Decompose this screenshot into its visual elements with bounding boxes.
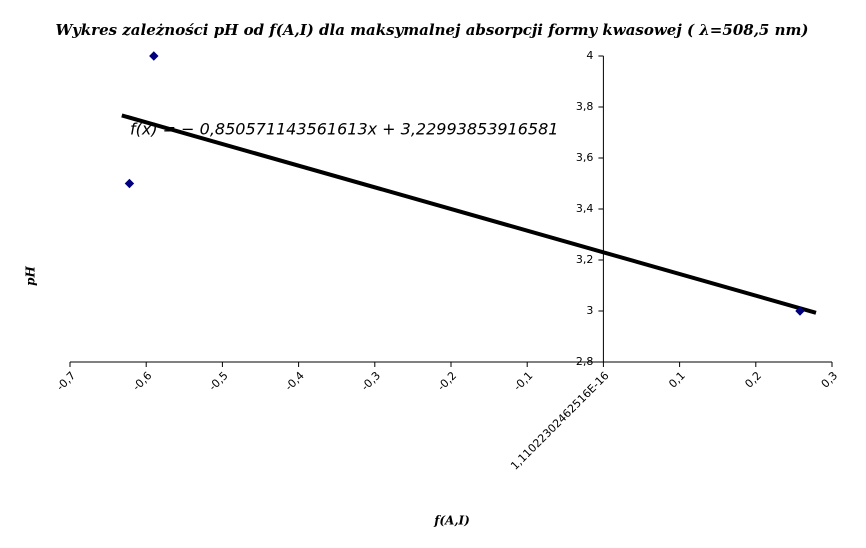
y-tick-label: 3,6 xyxy=(576,151,594,164)
x-tick-label: -0,7 xyxy=(54,369,78,393)
data-point xyxy=(124,178,135,189)
trend-line xyxy=(121,113,817,315)
y-axis-label: pH xyxy=(24,265,38,285)
x-tick-label: -0,2 xyxy=(435,369,459,393)
x-tick-label: -0,3 xyxy=(359,369,383,393)
y-tick-label: 3,8 xyxy=(576,100,594,113)
y-tick-label: 2,8 xyxy=(576,355,594,368)
x-tick-label: 0,3 xyxy=(819,369,841,391)
x-tick-label: -0,4 xyxy=(282,369,306,393)
y-tick-label: 4 xyxy=(586,49,593,62)
y-tick-label: 3,2 xyxy=(576,253,594,266)
trend-equation: f(x) = − 0,850571143561613x + 3,22993853… xyxy=(130,120,558,139)
y-tick-label: 3,4 xyxy=(576,202,594,215)
data-point xyxy=(795,306,805,316)
data-point xyxy=(149,51,159,61)
x-tick-label: -0,6 xyxy=(130,369,154,393)
x-axis-label: f(A,I) xyxy=(433,514,470,528)
x-tick-label: 0,2 xyxy=(742,369,764,391)
x-tick-label: 0,1 xyxy=(666,369,688,391)
x-tick-label: -0,1 xyxy=(511,369,535,393)
x-tick-label: -0,5 xyxy=(206,369,230,393)
y-tick-label: 3 xyxy=(586,304,593,317)
chart-title: Wykres zależności pH od f(A,I) dla maksy… xyxy=(56,21,809,39)
